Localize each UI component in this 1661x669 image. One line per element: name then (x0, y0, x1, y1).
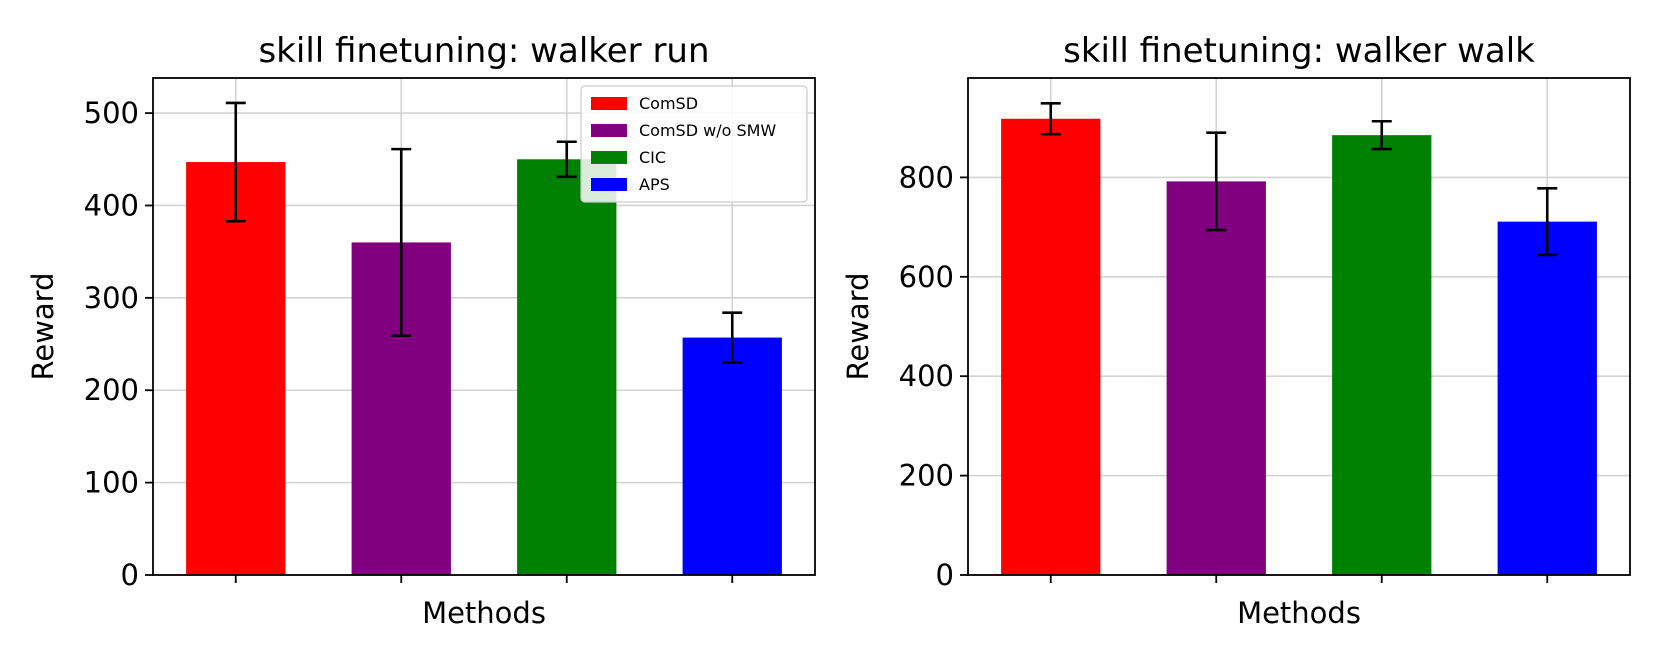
legend-label: ComSD w/o SMW (639, 121, 776, 140)
y-tick-label: 300 (84, 281, 139, 315)
error-bar (225, 101, 246, 223)
y-tick-label: 0 (936, 558, 954, 592)
y-tick-label: 200 (84, 373, 139, 407)
error-bar (391, 147, 412, 338)
y-tick-label: 0 (121, 558, 139, 592)
legend-label: APS (639, 175, 670, 194)
legend-box (580, 85, 808, 203)
bar-aps (1497, 221, 1597, 575)
y-tick-label: 500 (84, 96, 139, 130)
error-bar (722, 311, 743, 364)
axes-frame (152, 77, 816, 576)
bar-comsd (1001, 118, 1101, 575)
chart-panel-1: 0 100 200 300 400 500 skill finetuning: walker… (26, 31, 816, 630)
bar-cic (1332, 135, 1432, 575)
y-tick-label: 800 (899, 160, 954, 194)
y-axis-label: Reward (26, 273, 60, 381)
error-bar (1371, 119, 1392, 151)
legend-swatch (591, 151, 627, 164)
y-tick-label: 600 (899, 260, 954, 294)
error-bar (1537, 187, 1558, 257)
y-tick-label: 200 (899, 459, 954, 493)
chart-title: skill finetuning: walker run (258, 31, 709, 71)
bar-comsd (186, 162, 286, 575)
error-bar (556, 140, 577, 179)
legend-label: ComSD (639, 94, 698, 113)
legend: ComSD ComSD w/o SMW CIC APS (580, 85, 808, 203)
x-axis-label: Methods (422, 596, 546, 630)
x-axis-label: Methods (1237, 596, 1361, 630)
chart-panel-2: 0 200 400 600 800 skill finetuning: walker wa… (841, 31, 1631, 630)
legend-label: CIC (639, 148, 666, 167)
y-tick-label: 400 (84, 188, 139, 222)
bar-aps (682, 337, 782, 575)
bar-cic (517, 159, 617, 575)
chart-title: skill finetuning: walker walk (1063, 31, 1535, 71)
legend-swatch (591, 97, 627, 110)
error-bar (1040, 102, 1061, 136)
bar-comsd-w-o-smw (1166, 181, 1266, 575)
axes-frame (967, 77, 1631, 576)
y-axis-label: Reward (841, 273, 875, 381)
error-bar (1206, 131, 1227, 232)
y-tick-label: 400 (899, 359, 954, 393)
legend-swatch (591, 178, 627, 191)
y-tick-label: 100 (84, 466, 139, 500)
legend-swatch (591, 124, 627, 137)
